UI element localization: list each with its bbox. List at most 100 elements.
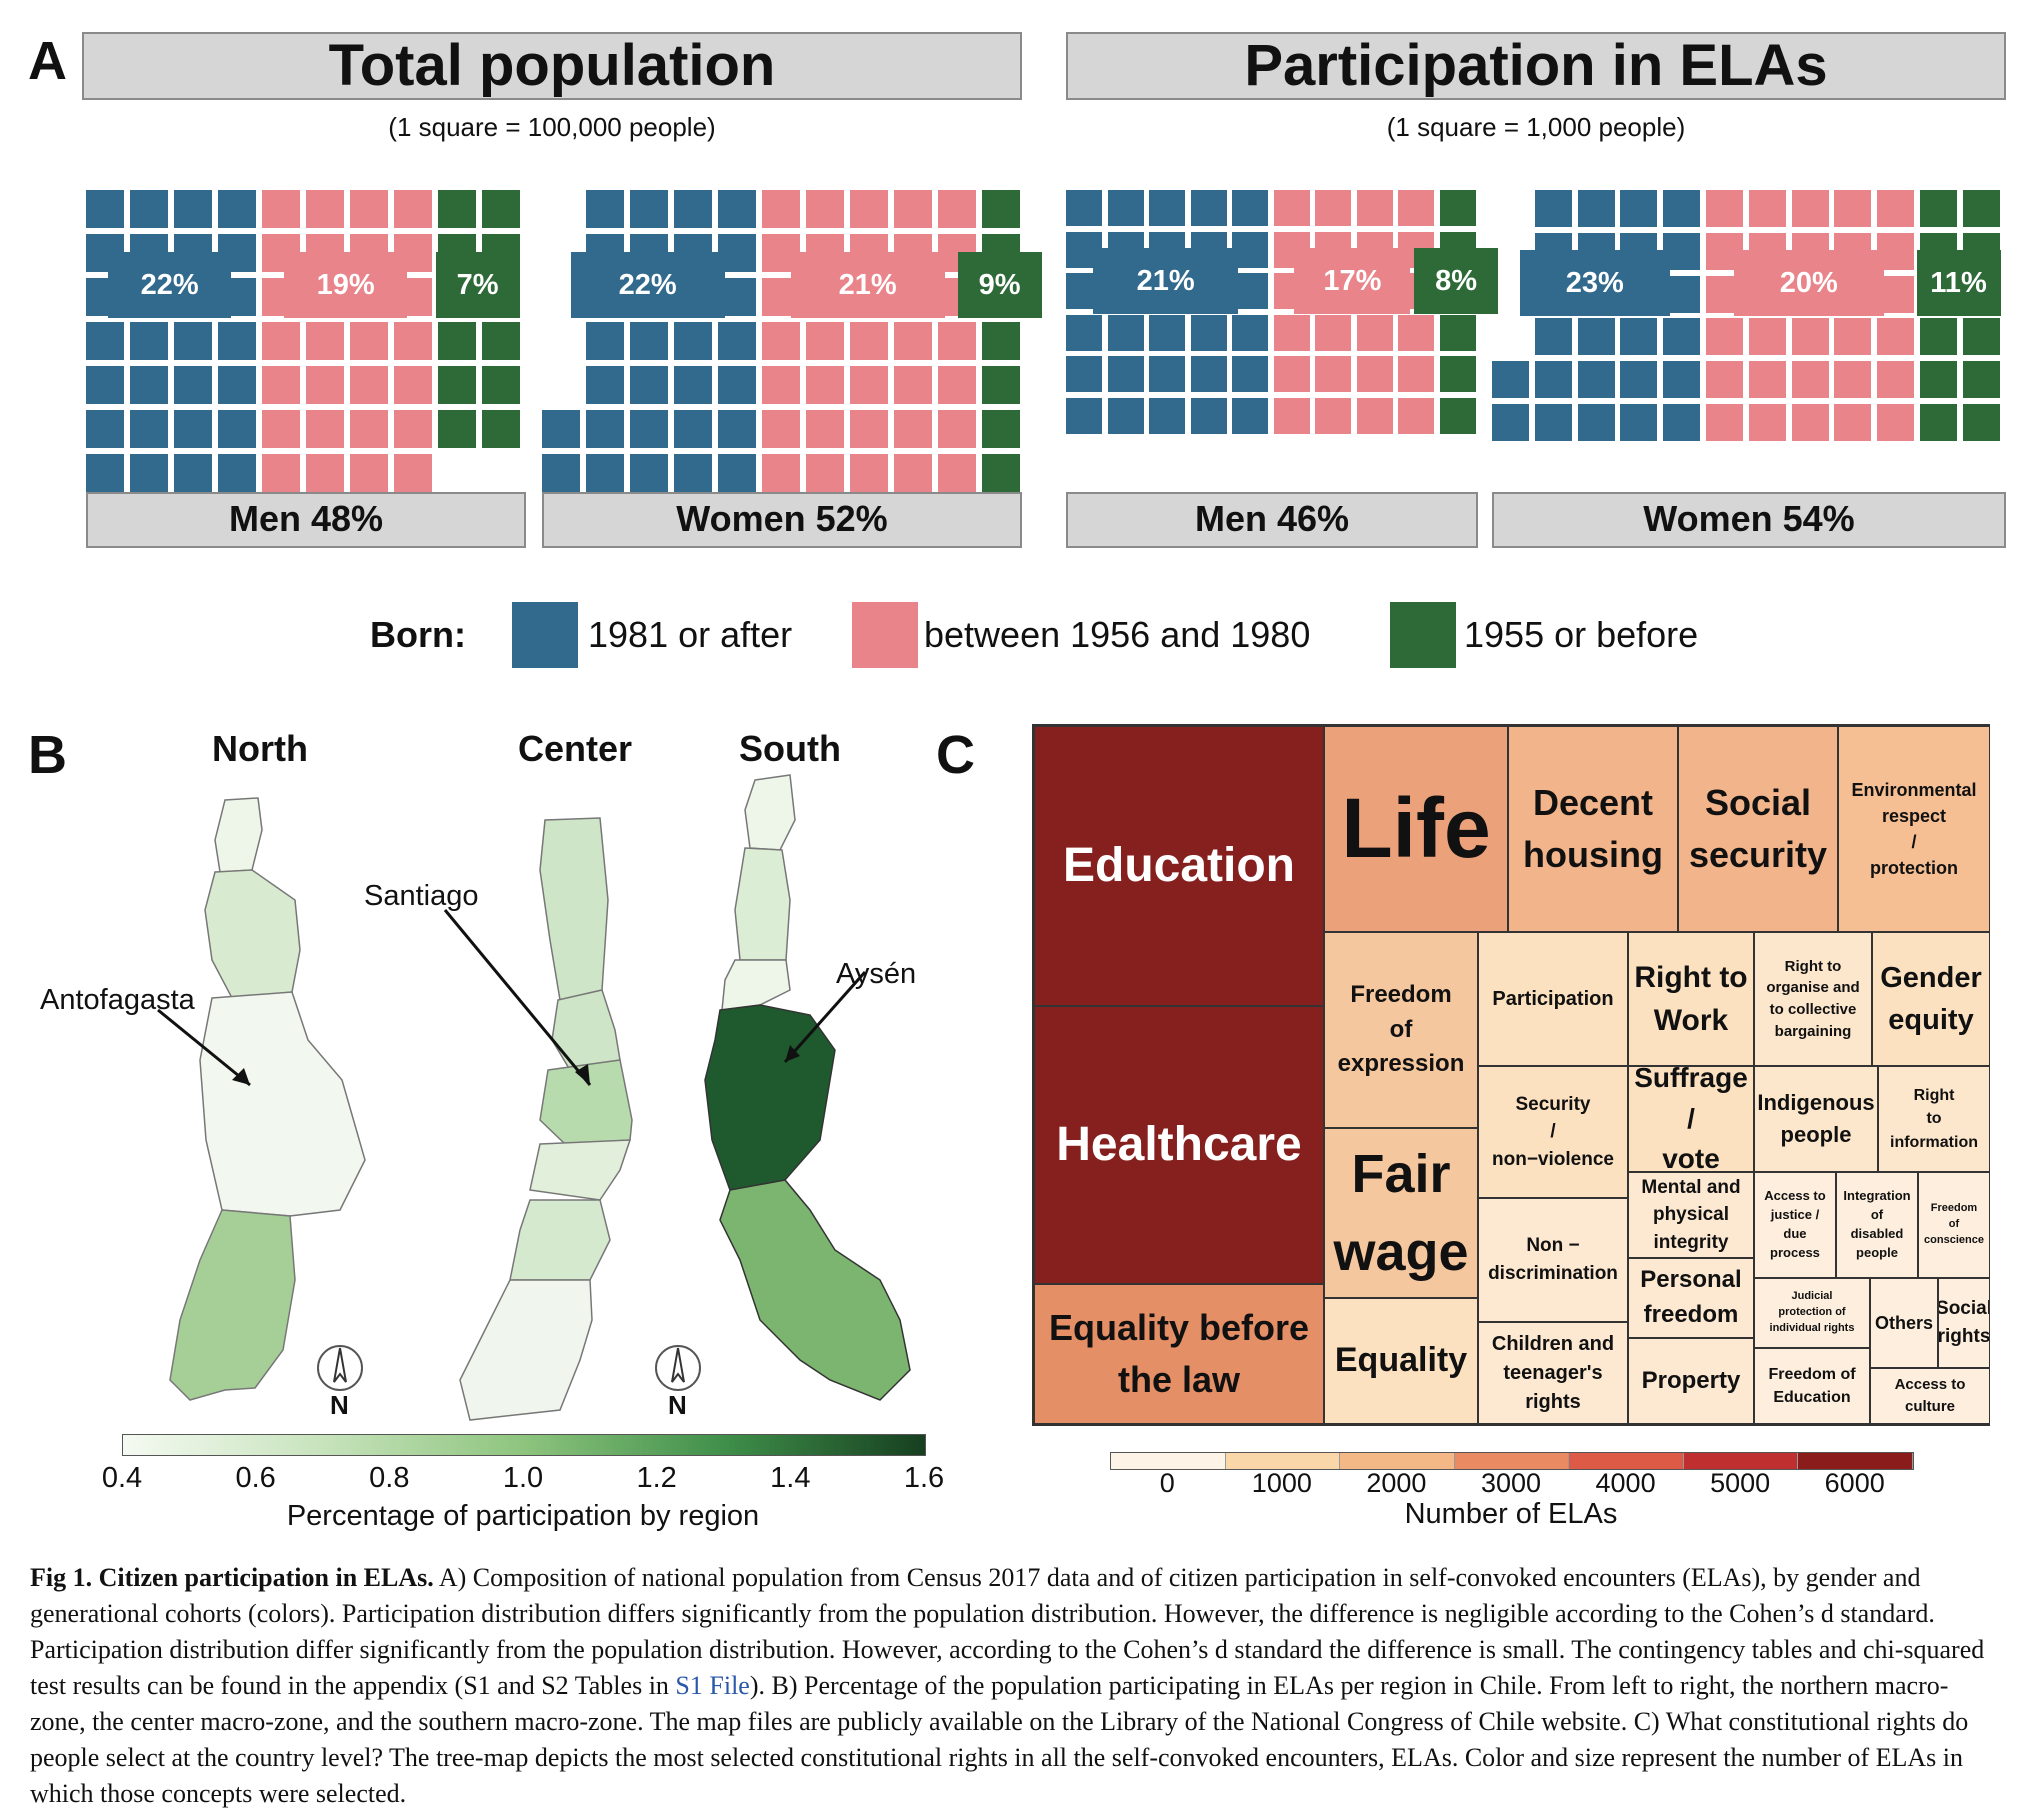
waffle-square xyxy=(394,366,432,404)
waffle-square xyxy=(1149,356,1185,392)
waffle-square xyxy=(394,410,432,448)
waffle-square xyxy=(1577,318,1615,356)
colorbar-tick-label: 5000 xyxy=(1710,1468,1771,1498)
waffle-square xyxy=(982,366,1020,404)
waffle-square xyxy=(718,410,756,448)
waffle-square xyxy=(1149,397,1185,434)
waffle-square xyxy=(1273,397,1310,434)
waffle-square xyxy=(1190,190,1227,226)
waffle-square xyxy=(306,190,344,228)
treemap-cell: Judicial protection of individual rights xyxy=(1754,1278,1870,1348)
caption-text: A) Composition of national population fr… xyxy=(30,1563,1985,1700)
waffle-square xyxy=(350,190,388,228)
treemap-cell: Equality xyxy=(1324,1298,1478,1424)
annotation-antofagasta: Antofagasta xyxy=(40,984,195,1016)
waffle-square xyxy=(1791,361,1829,399)
waffle-square xyxy=(982,190,1020,228)
waffle-square xyxy=(586,322,624,360)
s1-file-link[interactable]: S1 File xyxy=(675,1671,750,1700)
waffle-square xyxy=(1232,397,1268,434)
waffle-square xyxy=(1066,356,1102,392)
waffle-square xyxy=(1149,314,1185,351)
waffle-square xyxy=(1439,314,1476,351)
waffle-percent-label: 21% xyxy=(790,252,945,318)
legend-label-1981: 1981 or after xyxy=(588,614,793,655)
waffle-square xyxy=(218,322,256,360)
waffle-square xyxy=(1748,361,1786,399)
waffle-square xyxy=(350,322,388,360)
waffle-square xyxy=(1791,404,1829,441)
waffle-square xyxy=(938,322,976,360)
treemap-cell: Indigenous people xyxy=(1754,1066,1878,1172)
waffle-square xyxy=(1315,397,1351,434)
caption-title: Fig 1. Citizen participation in ELAs. xyxy=(30,1563,434,1592)
waffle-square xyxy=(806,366,844,404)
waffle-square xyxy=(850,190,888,228)
group-label-women-ela: Women 54% xyxy=(1492,492,2006,548)
waffle-square xyxy=(1107,314,1144,351)
colorbar-tick-label: 0.8 xyxy=(369,1462,410,1494)
waffle-square xyxy=(1663,361,1701,399)
waffle-square xyxy=(982,322,1020,360)
waffle-square xyxy=(1232,356,1268,392)
waffle-square xyxy=(938,410,976,448)
colorbar-tick-label: 0.4 xyxy=(101,1462,143,1494)
figure-caption: Fig 1. Citizen participation in ELAs. A)… xyxy=(30,1560,2000,1812)
colorbar-bin xyxy=(1683,1453,1799,1469)
annotation-aysen: Aysén xyxy=(836,958,917,990)
group-label-men-pop: Men 48% xyxy=(86,492,526,548)
colorbar-tick-label: 6000 xyxy=(1824,1468,1885,1498)
waffle-square xyxy=(438,322,476,360)
waffle-square xyxy=(350,454,388,492)
waffle-square xyxy=(1149,190,1185,226)
colorbar-tick-label: 3000 xyxy=(1480,1468,1542,1498)
waffle-square xyxy=(1877,404,1915,441)
waffle-square xyxy=(174,190,212,228)
total-population-scale: (1 square = 100,000 people) xyxy=(388,112,716,142)
waffle-square xyxy=(806,454,844,492)
waffle-square xyxy=(674,322,712,360)
waffle-square xyxy=(306,410,344,448)
waffle-square xyxy=(762,366,800,404)
participation-colorbar xyxy=(122,1434,926,1456)
waffle-square xyxy=(262,322,300,360)
waffle-square xyxy=(1706,318,1743,356)
waffle-square xyxy=(1534,404,1572,441)
waffle-square xyxy=(174,322,212,360)
legend-swatch-1955 xyxy=(1390,602,1456,668)
waffle-square xyxy=(718,366,756,404)
waffle-square xyxy=(1748,404,1786,441)
center-map xyxy=(459,817,633,1421)
colorbar-bin xyxy=(1340,1453,1455,1469)
treemap-cell: Right to Work xyxy=(1628,932,1754,1066)
waffle-square xyxy=(218,366,256,404)
waffle-square xyxy=(1920,404,1957,441)
waffle-square xyxy=(630,322,668,360)
treemap-cell: Personal freedom xyxy=(1628,1258,1754,1338)
waffle-square xyxy=(586,366,624,404)
waffle-square xyxy=(894,366,932,404)
panel-a-letter: A xyxy=(28,31,67,91)
waffle-square xyxy=(1620,404,1658,441)
waffle-percent-label: 8% xyxy=(1414,248,1499,315)
waffle-square xyxy=(1748,318,1786,356)
waffle-square xyxy=(850,410,888,448)
waffle-square xyxy=(306,454,344,492)
chile-maps xyxy=(157,774,911,1421)
waffle-square xyxy=(1962,361,2000,399)
legend-swatch-1981 xyxy=(512,602,578,668)
waffle-square xyxy=(806,410,844,448)
waffle-square xyxy=(130,454,168,492)
waffle-square xyxy=(894,322,932,360)
waffle-square xyxy=(86,322,124,360)
waffle-square xyxy=(1748,190,1786,227)
waffle-percent-label: 23% xyxy=(1519,250,1670,317)
waffle-square xyxy=(894,454,932,492)
waffle-square xyxy=(762,322,800,360)
waffle-square xyxy=(850,322,888,360)
elas-colorbar-label: Number of ELAs xyxy=(1404,1498,1618,1530)
treemap-cell: Social rights xyxy=(1938,1278,1990,1368)
waffle-square xyxy=(674,366,712,404)
colorbar-bin xyxy=(1225,1453,1341,1469)
waffle-square xyxy=(438,190,476,228)
